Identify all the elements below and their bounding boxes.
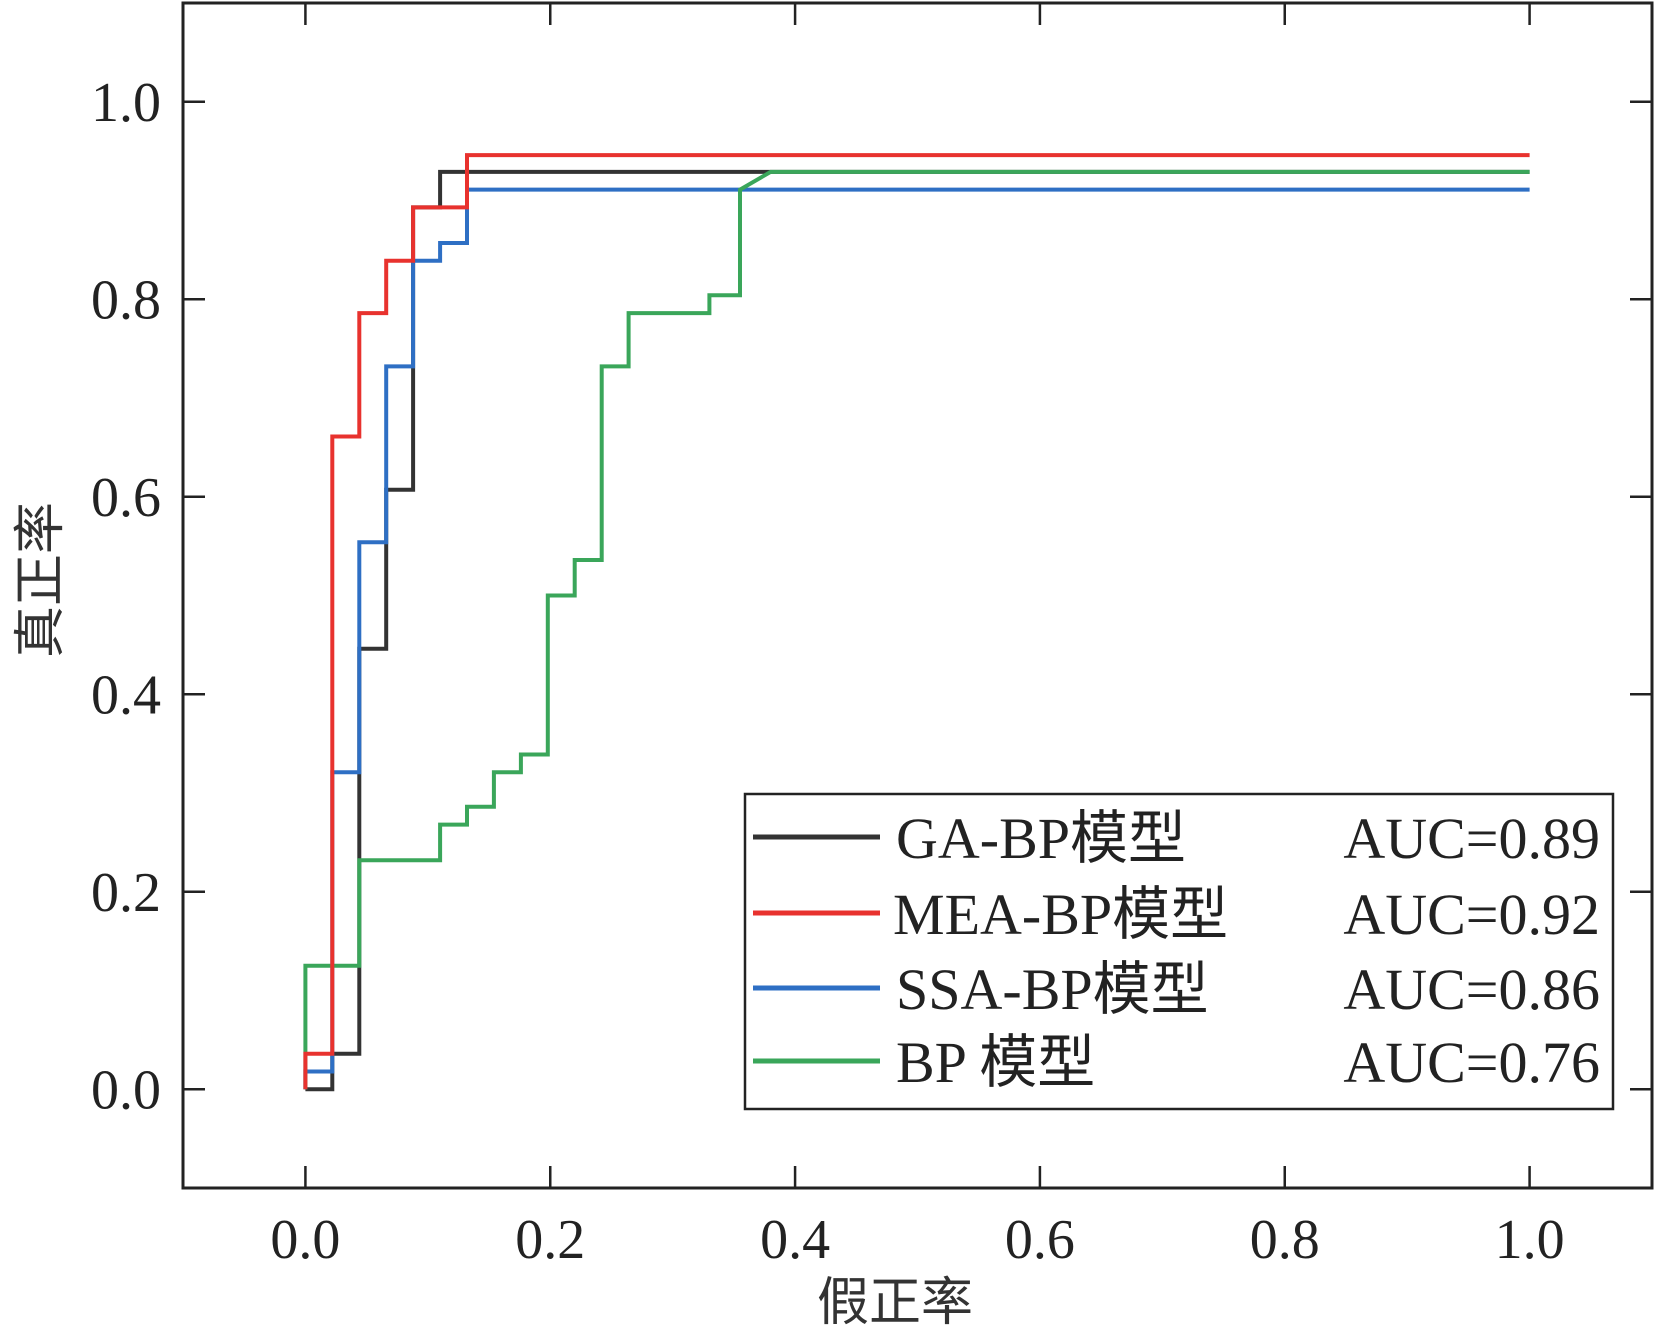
legend-box xyxy=(743,792,1615,1111)
x-tick-label: 0.0 xyxy=(270,1209,340,1271)
x-tick-label: 0.8 xyxy=(1250,1209,1320,1271)
x-tick-label: 0.4 xyxy=(760,1209,830,1271)
legend: GA-BP模型 AUC=0.89 MEA-BP模型 AUC=0.92 SSA-B… xyxy=(743,792,1615,1111)
legend-auc-ga-bp: AUC=0.89 xyxy=(1343,806,1600,871)
series-line-bp xyxy=(303,169,1530,1090)
legend-auc-ssa-bp: AUC=0.86 xyxy=(1343,957,1600,1022)
x-tick-label: 0.2 xyxy=(515,1209,585,1271)
x-tick-label: 0.6 xyxy=(1005,1209,1075,1271)
y-tick-label: 0.4 xyxy=(91,664,161,726)
legend-auc-mea-bp: AUC=0.92 xyxy=(1343,882,1600,947)
y-tick-label: 0.0 xyxy=(91,1059,161,1121)
y-tick-label: 0.2 xyxy=(91,862,161,924)
legend-auc-bp: AUC=0.76 xyxy=(1343,1030,1600,1095)
plot-frame xyxy=(181,1,1654,1190)
series-layer xyxy=(303,153,1530,1092)
legend-label-bp: BP 模型 xyxy=(896,1030,1095,1095)
x-tick-label: 1.0 xyxy=(1495,1209,1565,1271)
legend-label-mea-bp: MEA-BP模型 xyxy=(893,882,1228,947)
legend-label-ga-bp: GA-BP模型 xyxy=(896,806,1186,871)
axis-ticks: 0.0 0.2 0.4 0.6 0.8 1.0 0.0 0.2 0.4 0.6 0.8 1.0 xyxy=(91,3,1652,1271)
series-line-mea-bp xyxy=(303,153,1530,1090)
x-axis-title: 假正率 xyxy=(817,1273,973,1333)
y-tick-label: 1.0 xyxy=(91,72,161,134)
y-tick-label: 0.8 xyxy=(91,269,161,331)
y-tick-label: 0.6 xyxy=(91,467,161,529)
y-axis-title: 真正率 xyxy=(11,502,71,658)
legend-label-ssa-bp: SSA-BP模型 xyxy=(896,957,1209,1022)
